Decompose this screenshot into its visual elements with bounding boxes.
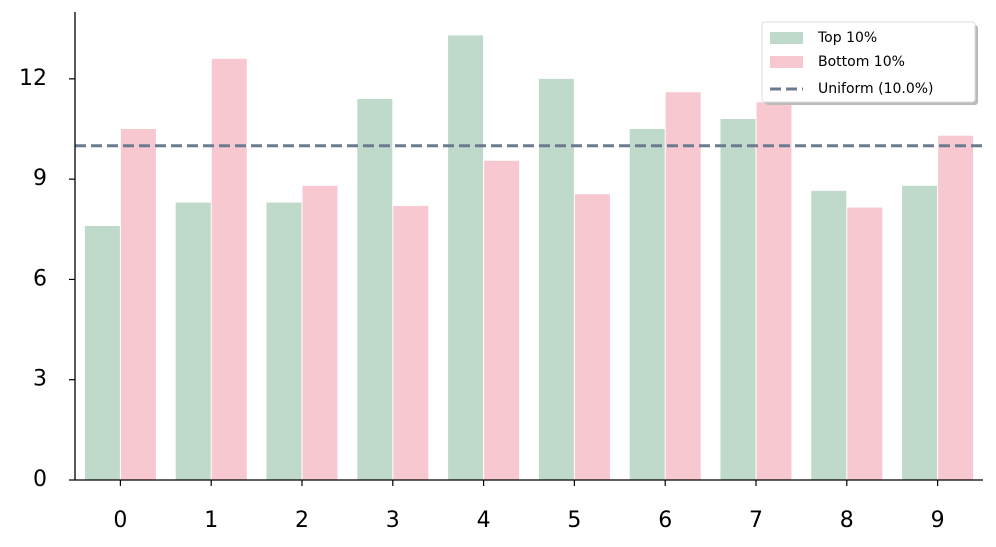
bar — [720, 118, 756, 480]
x-tick-label: 9 — [931, 508, 945, 533]
y-tick-label: 0 — [33, 467, 47, 492]
legend-label: Uniform (10.0%) — [818, 81, 934, 97]
x-tick-label: 4 — [477, 508, 491, 533]
bar — [811, 190, 847, 481]
legend-swatch — [770, 56, 803, 68]
y-tick-label: 6 — [33, 266, 47, 291]
legend-swatch — [770, 32, 803, 44]
x-tick-label: 8 — [840, 508, 854, 533]
y-tick-label: 12 — [19, 66, 47, 91]
bar — [84, 225, 120, 480]
y-tick-label: 3 — [33, 367, 47, 392]
x-tick-label: 7 — [749, 508, 763, 533]
legend-label: Bottom 10% — [818, 54, 905, 70]
legend-box — [761, 21, 976, 103]
x-tick-label: 2 — [295, 508, 309, 533]
bar — [847, 207, 883, 481]
bar — [175, 202, 211, 481]
x-tick-label: 6 — [658, 508, 672, 533]
bar — [938, 135, 974, 480]
bar — [665, 92, 701, 480]
bar — [756, 102, 792, 480]
bar — [448, 35, 484, 481]
bar — [484, 160, 520, 480]
legend: Top 10% Bottom 10% Uniform (10.0%) — [761, 21, 978, 105]
y-tick-label: 9 — [33, 166, 47, 191]
bar — [574, 194, 610, 480]
bar — [211, 58, 247, 481]
x-tick-label: 5 — [567, 508, 581, 533]
bar — [538, 78, 574, 480]
x-tick-label: 3 — [386, 508, 400, 533]
bar — [357, 98, 393, 481]
bar — [120, 129, 156, 480]
x-tick-label: 0 — [113, 508, 127, 533]
legend-label: Top 10% — [817, 30, 877, 46]
x-tick-label: 1 — [204, 508, 218, 533]
bar — [393, 205, 429, 480]
bar — [302, 185, 338, 481]
bar — [902, 185, 938, 481]
bar — [629, 129, 665, 480]
bar — [266, 202, 302, 481]
